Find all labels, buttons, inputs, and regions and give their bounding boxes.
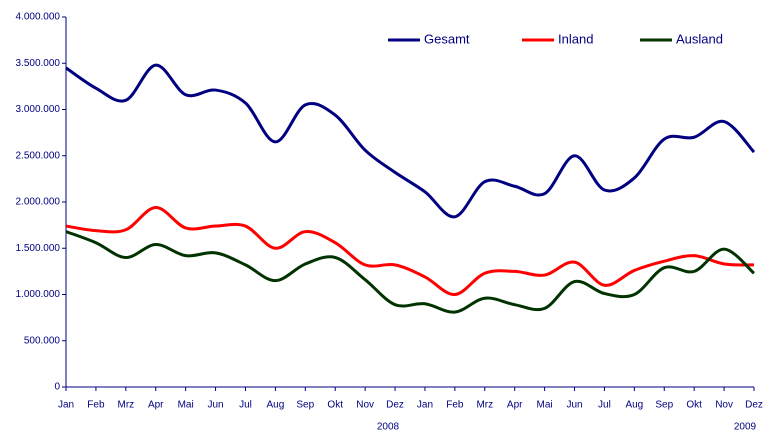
x-tick-label: Apr bbox=[148, 400, 164, 411]
x-tick-label: Mai bbox=[537, 400, 553, 411]
y-tick-label: 3.000.000 bbox=[16, 104, 61, 115]
y-tick-label: 0 bbox=[54, 382, 60, 393]
x-tick-label: Jan bbox=[417, 400, 433, 411]
x-tick-label: Feb bbox=[87, 400, 105, 411]
x-tick-label: Jun bbox=[208, 400, 224, 411]
x-tick-label: Mai bbox=[178, 400, 194, 411]
x-tick-label: Jul bbox=[239, 400, 252, 411]
y-tick-label: 1.500.000 bbox=[16, 243, 61, 254]
x-tick-label: Feb bbox=[446, 400, 464, 411]
line-series bbox=[65, 63, 756, 219]
x-tick-label: Jul bbox=[598, 400, 611, 411]
legend-label: Inland bbox=[558, 31, 593, 46]
line-series bbox=[65, 230, 756, 314]
x-tick-label: Nov bbox=[715, 400, 733, 411]
x-tick-label: Mrz bbox=[476, 400, 493, 411]
x-tick-label: Jan bbox=[58, 400, 74, 411]
x-tick-label: Nov bbox=[356, 400, 374, 411]
x-tick-label: Dez bbox=[386, 400, 404, 411]
x-tick-label: Sep bbox=[296, 400, 314, 411]
y-tick-label: 1.000.000 bbox=[16, 289, 61, 300]
legend-label: Gesamt bbox=[424, 31, 470, 46]
y-tick-label: 500.000 bbox=[24, 335, 61, 346]
y-tick-label: 2.000.000 bbox=[16, 197, 61, 208]
x-tick-label: Apr bbox=[507, 400, 523, 411]
x-tick-label: Aug bbox=[266, 400, 284, 411]
x-tick-label: Mrz bbox=[117, 400, 134, 411]
year-label: 2008 bbox=[377, 422, 400, 433]
x-tick-label: Okt bbox=[327, 400, 343, 411]
y-tick-label: 3.500.000 bbox=[16, 58, 61, 69]
x-tick-label: Aug bbox=[625, 400, 643, 411]
line-series bbox=[65, 206, 755, 296]
year-label: 2009 bbox=[734, 422, 757, 433]
y-tick-label: 4.000.000 bbox=[16, 12, 61, 23]
x-tick-label: Sep bbox=[655, 400, 673, 411]
x-tick-label: Dez bbox=[745, 400, 763, 411]
y-tick-label: 2.500.000 bbox=[16, 150, 61, 161]
legend-label: Ausland bbox=[676, 31, 723, 46]
x-tick-label: Okt bbox=[686, 400, 702, 411]
x-tick-label: Jun bbox=[566, 400, 582, 411]
